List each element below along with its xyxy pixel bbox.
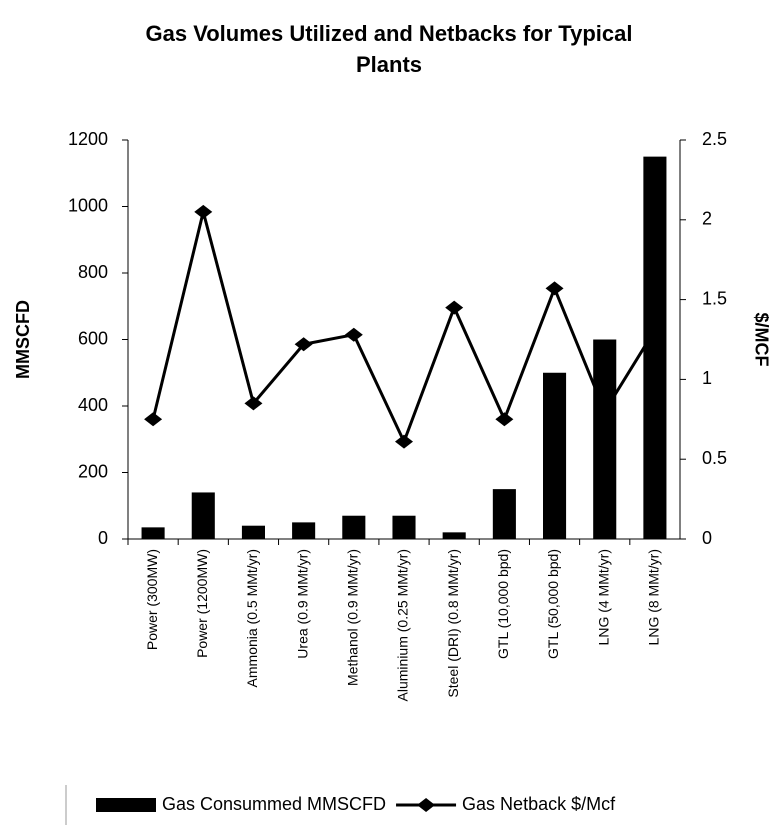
y-tick-label: 400 bbox=[78, 395, 108, 415]
x-tick-label: GTL (50,000 bpd) bbox=[545, 549, 561, 659]
line-marker bbox=[645, 322, 664, 337]
y2-tick-label: 1.5 bbox=[702, 288, 727, 308]
line-marker bbox=[294, 337, 313, 352]
bar bbox=[241, 525, 265, 539]
y2-tick-label: 2.5 bbox=[702, 129, 727, 149]
line-marker bbox=[545, 281, 564, 296]
y-tick-label: 800 bbox=[78, 262, 108, 282]
line-marker bbox=[194, 204, 213, 219]
line-marker bbox=[395, 434, 413, 449]
y2-tick-label: 0 bbox=[702, 528, 712, 548]
x-tick-label: Power (300MW) bbox=[144, 549, 160, 650]
bar bbox=[442, 532, 466, 539]
line-marker bbox=[595, 404, 614, 419]
legend-marker bbox=[417, 798, 436, 812]
chart-title: Gas Volumes Utilized and Netbacks for Ty… bbox=[145, 21, 633, 77]
legend-label: Gas Consummed MMSCFD bbox=[162, 794, 386, 814]
x-tick-label: Steel (DRI) (0.8 MMt/yr) bbox=[445, 549, 461, 698]
bar bbox=[292, 522, 316, 539]
y2-axis-label: $/MCF bbox=[751, 313, 771, 367]
x-tick-label: Methanol (0.9 MMt/yr) bbox=[345, 549, 361, 686]
y-axis-label: MMSCFD bbox=[13, 300, 33, 379]
bar bbox=[141, 527, 165, 539]
y-tick-label: 0 bbox=[98, 528, 108, 548]
x-tick-label: Ammonia (0.5 MMt/yr) bbox=[244, 549, 260, 687]
line bbox=[151, 211, 657, 446]
x-tick-label: Aluminium (0.25 MMt/yr) bbox=[395, 549, 411, 701]
y-tick-label: 200 bbox=[78, 461, 108, 481]
line-marker bbox=[495, 412, 514, 427]
y2-tick-label: 0.5 bbox=[702, 448, 727, 468]
line-marker bbox=[344, 327, 363, 342]
bar bbox=[492, 489, 516, 539]
x-tick-label: GTL (10,000 bpd) bbox=[495, 549, 511, 659]
bar bbox=[543, 372, 567, 539]
bar bbox=[342, 515, 366, 539]
x-tick-label: Urea (0.9 MMt/yr) bbox=[294, 549, 310, 659]
line-marker bbox=[244, 396, 263, 411]
y2-tick-label: 2 bbox=[702, 209, 712, 229]
bar bbox=[593, 339, 617, 539]
y-tick-label: 1000 bbox=[68, 195, 108, 215]
x-tick-label: LNG (8 MMt/yr) bbox=[646, 549, 662, 645]
y-tick-label: 600 bbox=[78, 328, 108, 348]
legend-label: Gas Netback $/Mcf bbox=[462, 794, 616, 814]
line-marker bbox=[445, 300, 464, 315]
y2-tick-label: 1 bbox=[702, 368, 712, 388]
x-tick-label: LNG (4 MMt/yr) bbox=[595, 549, 611, 645]
y-tick-label: 1200 bbox=[68, 129, 108, 149]
x-tick-label: Power (1200MW) bbox=[194, 549, 210, 658]
bar bbox=[643, 156, 667, 539]
legend-swatch bbox=[96, 798, 156, 812]
bar bbox=[392, 515, 416, 539]
bar bbox=[191, 492, 215, 539]
line-marker bbox=[144, 412, 163, 427]
